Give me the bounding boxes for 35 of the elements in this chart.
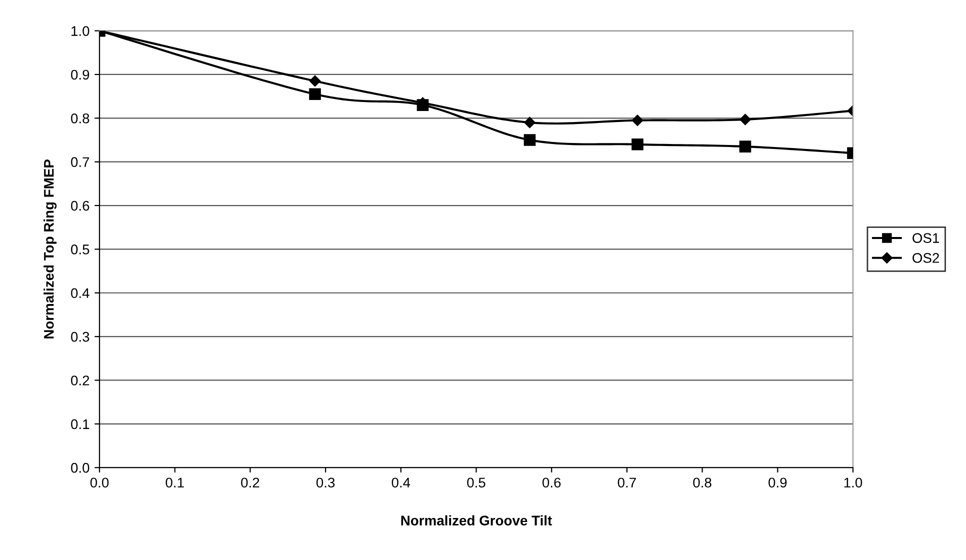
y-tick-label: 0.2 (71, 376, 90, 386)
x-tick-label: 0.3 (316, 478, 335, 488)
x-tick-label: 0.6 (542, 478, 561, 488)
point (416, 99, 429, 111)
y-tick-label: 0.1 (71, 419, 90, 430)
x-tick-label: 0.0 (90, 478, 109, 488)
y-tick-label: 0.9 (71, 70, 90, 80)
y-axis-title: Normalized Top Ring FMEP (44, 160, 57, 338)
legend-label: OS2 (912, 253, 939, 263)
point (739, 140, 752, 152)
point (524, 134, 536, 146)
point (632, 138, 644, 150)
point (740, 114, 751, 126)
x-tick-label: 0.1 (166, 478, 184, 488)
point (524, 116, 536, 128)
x-tick-label: 0.2 (241, 478, 260, 488)
point (309, 88, 321, 100)
y-tick-label: 0.3 (71, 332, 90, 342)
y-tick-label: 0.4 (71, 288, 90, 298)
y-tick-label: 0.6 (71, 200, 90, 211)
x-tick-label: 0.8 (693, 478, 712, 488)
legend-label: OS1 (912, 233, 940, 243)
x-tick-label: 0.7 (618, 478, 636, 488)
y-tick-label: 0.0 (71, 462, 90, 473)
x-axis-title: Normalized Groove Tilt (401, 515, 552, 526)
y-tick-label: 1.0 (72, 26, 90, 36)
x-tick-label: 0.9 (768, 478, 787, 488)
point (632, 114, 644, 126)
x-tick-label: 0.5 (467, 478, 486, 488)
x-tick-label: 1.0 (844, 478, 862, 488)
y-tick-label: 0.8 (71, 113, 90, 124)
y-tick-label: 0.5 (71, 244, 90, 254)
y-tick-label: 0.7 (71, 157, 90, 168)
point (309, 75, 321, 87)
x-tick-label: 0.4 (392, 478, 410, 488)
